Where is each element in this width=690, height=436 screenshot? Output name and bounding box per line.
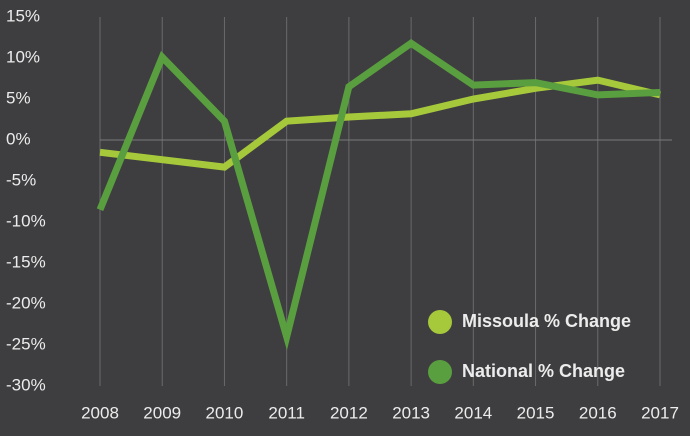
x-tick-label: 2016 [579, 403, 617, 422]
legend-swatch [428, 360, 452, 384]
y-tick-label: 10% [6, 47, 40, 66]
x-tick-label: 2012 [330, 403, 368, 422]
x-tick-label: 2017 [641, 403, 679, 422]
x-tick-label: 2013 [392, 403, 430, 422]
series-line [96, 38, 661, 351]
x-tick-label: 2014 [454, 403, 492, 422]
y-tick-label: -15% [6, 252, 46, 271]
series-line [99, 76, 661, 171]
y-tick-label: -30% [6, 375, 46, 394]
legend-swatch [428, 310, 452, 334]
x-tick-label: 2015 [517, 403, 555, 422]
y-tick-label: -25% [6, 334, 46, 353]
x-tick-label: 2008 [81, 403, 119, 422]
y-tick-label: -10% [6, 211, 46, 230]
x-tick-label: 2011 [268, 403, 305, 422]
y-tick-label: -5% [6, 170, 36, 189]
x-tick-label: 2010 [206, 403, 244, 422]
legend: Missoula % Change National % Change [428, 310, 631, 384]
y-tick-label: -20% [6, 293, 46, 312]
x-tick-label: 2009 [143, 403, 181, 422]
legend-label: Missoula % Change [462, 311, 631, 331]
legend-label: National % Change [462, 361, 625, 381]
y-tick-label: 15% [6, 6, 40, 25]
y-tick-label: 5% [6, 88, 31, 107]
y-tick-label: 0% [6, 129, 31, 148]
